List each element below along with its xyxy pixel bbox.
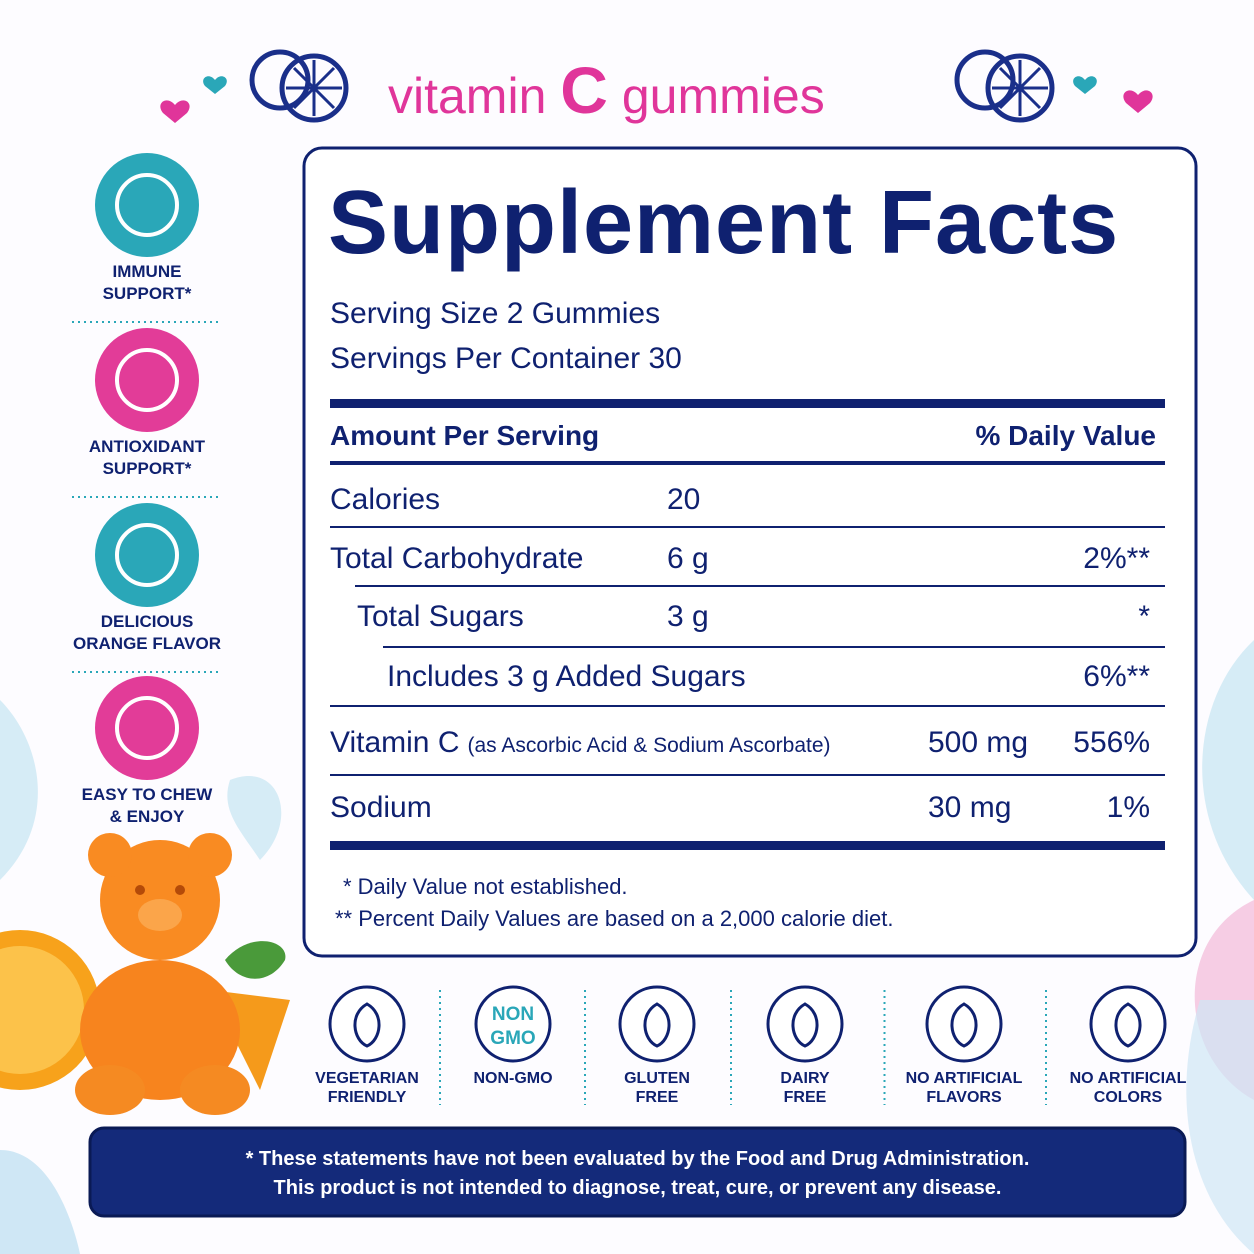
rule: [330, 526, 1165, 528]
badge-label: GLUTEN: [624, 1070, 690, 1087]
badge-label: FREE: [783, 1089, 827, 1106]
benefit-label: DELICIOUS: [100, 612, 194, 631]
badge-icon: [474, 985, 552, 1063]
badge-icon-text: GMO: [490, 1028, 535, 1049]
badge-icon: [1089, 985, 1167, 1063]
badge-label: DAIRY: [780, 1070, 830, 1087]
servings-per-container: Servings Per Container 30: [330, 342, 682, 375]
benefit-icon-ring: [115, 173, 179, 237]
rule: [330, 399, 1165, 408]
benefit-icon: [95, 153, 199, 257]
badge-icon: [766, 985, 844, 1063]
title-letter: C: [560, 53, 608, 127]
nutrient-name: Vitamin C: [330, 726, 460, 759]
rule: [383, 646, 1165, 648]
benefit-label: SUPPORT*: [102, 284, 192, 303]
nutrient-name: Calories: [330, 483, 441, 516]
badge-icon: [925, 985, 1003, 1063]
badge-label: FLAVORS: [926, 1089, 1002, 1106]
nutrient-note: (as Ascorbic Acid & Sodium Ascorbate): [467, 734, 831, 757]
column-header: % Daily Value: [975, 420, 1156, 451]
rule: [330, 774, 1165, 776]
disclaimer-line: * These statements have not been evaluat…: [245, 1148, 1030, 1170]
benefit-label: EASY TO CHEW: [81, 785, 213, 804]
badge-glyph: [643, 1002, 671, 1048]
nutrient-name: Total Carbohydrate: [330, 542, 584, 575]
rule: [355, 585, 1165, 587]
benefit-icon: [95, 503, 199, 607]
title-word: vitamin: [388, 68, 547, 124]
benefit-label: ORANGE FLAVOR: [73, 634, 221, 653]
header-title: vitamin C gummies: [388, 52, 825, 128]
badge-label: FRIENDLY: [327, 1089, 407, 1106]
badge-icon: [618, 985, 696, 1063]
rule: [330, 461, 1165, 465]
daily-value: 556%: [1073, 726, 1150, 759]
benefit-label: IMMUNE: [112, 262, 182, 281]
badge-icon: [328, 985, 406, 1063]
badge-glyph: [950, 1002, 978, 1048]
amount: 30 mg: [928, 791, 1012, 824]
benefit-label: SUPPORT*: [102, 459, 192, 478]
badge-label: COLORS: [1093, 1089, 1163, 1106]
serving-size: Serving Size 2 Gummies: [330, 297, 661, 330]
benefit-label: & ENJOY: [109, 807, 185, 826]
benefit-label: ANTIOXIDANT: [88, 437, 206, 456]
row-name: Includes 3 g Added Sugars: [387, 660, 746, 694]
benefit-icon-ring: [115, 348, 179, 412]
rule: [330, 841, 1165, 850]
badge-glyph: [1114, 1002, 1142, 1048]
benefit-icon: [95, 328, 199, 432]
daily-value: 1%: [1106, 791, 1150, 824]
amount: 500 mg: [928, 726, 1029, 759]
badge-label: VEGETARIAN: [315, 1070, 419, 1087]
benefit-icon-ring: [115, 696, 179, 760]
footnote: ** Percent Daily Values are based on a 2…: [335, 906, 894, 931]
facts-title: Supplement Facts: [328, 173, 1120, 273]
nutrient-name: Sodium: [330, 791, 432, 824]
daily-value: *: [1138, 600, 1150, 633]
badge-glyph: [353, 1002, 381, 1048]
amount: 20: [667, 483, 701, 516]
disclaimer-line: This product is not intended to diagnose…: [273, 1177, 1002, 1199]
nutrient-name: Includes 3 g Added Sugars: [387, 660, 746, 693]
badge-icon-text: NON: [492, 1004, 534, 1025]
row-name: Sodium: [330, 791, 432, 825]
badge-label: NO ARTIFICIAL: [905, 1070, 1023, 1087]
row-name: Vitamin C (as Ascorbic Acid & Sodium Asco…: [330, 726, 831, 760]
footnote: * Daily Value not established.: [343, 874, 628, 899]
daily-value: 6%**: [1083, 660, 1150, 693]
badge-label: NON-GMO: [473, 1070, 553, 1087]
nutrient-name: Total Sugars: [357, 600, 524, 633]
rule: [330, 705, 1165, 707]
benefit-icon-ring: [115, 523, 179, 587]
benefit-icon: [95, 676, 199, 780]
badge-label: FREE: [635, 1089, 679, 1106]
row-name: Total Sugars: [357, 600, 524, 634]
badge-glyph: [791, 1002, 819, 1048]
column-header: Amount Per Serving: [330, 420, 600, 451]
title-word: gummies: [621, 68, 825, 124]
badge-label: NO ARTIFICIAL: [1069, 1070, 1187, 1087]
row-name: Calories: [330, 483, 440, 517]
row-name: Total Carbohydrate: [330, 542, 583, 576]
daily-value: 2%**: [1083, 542, 1150, 575]
amount: 3 g: [667, 600, 709, 633]
amount: 6 g: [667, 542, 709, 575]
